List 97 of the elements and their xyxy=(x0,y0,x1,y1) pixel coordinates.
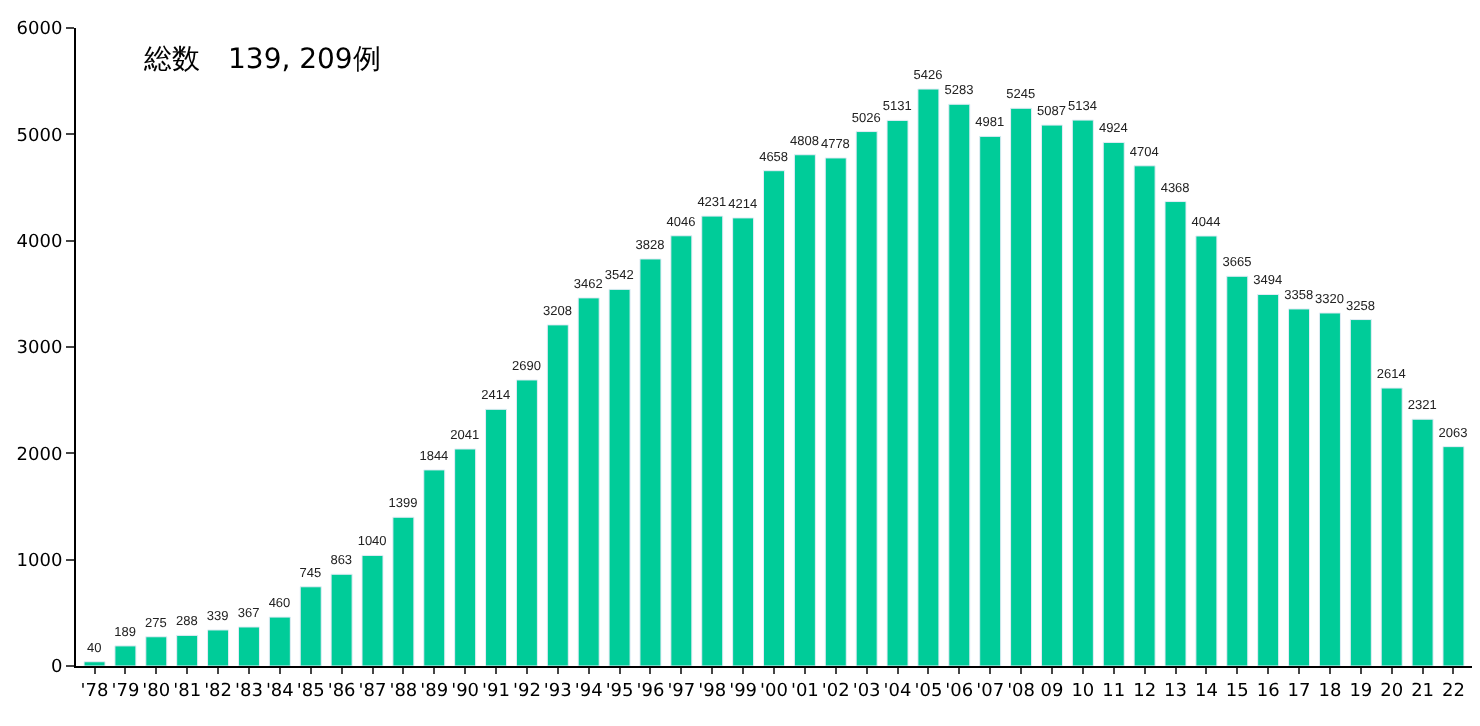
bar xyxy=(763,170,785,666)
x-tick-label: '88 xyxy=(389,681,418,702)
x-tick-label: '06 xyxy=(945,681,974,702)
bar xyxy=(1195,235,1218,666)
bar xyxy=(793,154,816,666)
x-tick-label: 18 xyxy=(1318,681,1342,702)
bar xyxy=(515,379,538,666)
bar xyxy=(361,554,384,666)
x-tick-label: '80 xyxy=(142,681,171,702)
bar xyxy=(330,573,353,666)
x-tick-label: '82 xyxy=(204,681,233,702)
x-tick-label: '99 xyxy=(729,681,758,702)
bar xyxy=(207,629,230,666)
bar xyxy=(1380,387,1403,666)
x-tick-label: 16 xyxy=(1256,681,1281,702)
y-tick-label: 0 xyxy=(50,658,63,679)
y-tick-label: 6000 xyxy=(16,20,63,41)
y-tick-label: 1000 xyxy=(16,551,63,572)
bar xyxy=(701,215,724,666)
x-tick-label: '92 xyxy=(512,681,541,702)
bar xyxy=(1071,119,1094,666)
bar xyxy=(1226,275,1249,666)
x-tick-label: 20 xyxy=(1380,681,1404,702)
x-tick-label: '83 xyxy=(235,681,263,702)
y-tick-label: 5000 xyxy=(16,126,63,147)
x-tick-label: '04 xyxy=(883,681,912,702)
bar xyxy=(1411,418,1434,666)
bar xyxy=(237,626,260,666)
x-tick-label: '89 xyxy=(420,681,449,702)
bar xyxy=(299,586,322,666)
bar xyxy=(979,135,1002,666)
x-tick-label: 09 xyxy=(1040,681,1064,702)
x-tick-label: 13 xyxy=(1164,681,1187,702)
bar xyxy=(608,288,631,666)
x-tick-label: '07 xyxy=(976,681,1005,702)
bar xyxy=(917,88,940,666)
x-tick-label: '05 xyxy=(914,681,943,702)
bar xyxy=(948,103,971,666)
x-tick-label: 21 xyxy=(1411,681,1435,702)
bar xyxy=(639,258,662,666)
bar xyxy=(1133,165,1156,666)
x-tick-label: '95 xyxy=(605,681,634,702)
x-tick-label: '08 xyxy=(1007,681,1036,702)
x-tick-label: 11 xyxy=(1102,681,1126,702)
bar xyxy=(732,217,755,666)
bar xyxy=(1040,124,1063,666)
bar xyxy=(392,516,415,666)
y-tick-label: 2000 xyxy=(16,445,63,466)
x-tick-label: '86 xyxy=(327,681,357,702)
bar xyxy=(1288,308,1311,666)
x-tick-label: 19 xyxy=(1349,681,1373,702)
bar xyxy=(1010,107,1033,666)
bar xyxy=(176,634,199,666)
bar xyxy=(855,131,878,666)
x-tick-label: '96 xyxy=(636,681,665,702)
annotation: 総数 139, 209例 xyxy=(142,44,381,76)
x-tick-label: '02 xyxy=(821,681,850,702)
bar xyxy=(1164,201,1187,666)
x-tick-label: '78 xyxy=(80,681,109,702)
bar xyxy=(268,616,291,666)
bar xyxy=(1442,446,1465,666)
x-tick-label: 10 xyxy=(1071,681,1095,702)
x-tick-label: '93 xyxy=(543,681,572,702)
bar xyxy=(423,469,446,666)
bar xyxy=(114,645,137,666)
x-tick-label: '03 xyxy=(852,681,881,702)
x-tick-label: 14 xyxy=(1194,681,1219,702)
x-tick-label: '91 xyxy=(482,681,510,702)
x-tick-label: '98 xyxy=(698,681,727,702)
bar xyxy=(670,235,693,666)
x-tick-label: '84 xyxy=(265,681,295,702)
x-tick-label: '01 xyxy=(790,681,819,702)
x-tick-label: '85 xyxy=(296,681,325,702)
x-tick-label: '00 xyxy=(760,681,789,702)
bar xyxy=(577,297,600,666)
x-tick-label: 15 xyxy=(1225,681,1249,702)
bar xyxy=(145,636,168,666)
x-tick-label: '81 xyxy=(173,681,202,702)
x-tick-label: '97 xyxy=(667,681,696,702)
x-tick-label: 22 xyxy=(1442,681,1465,702)
x-tick-label: '87 xyxy=(358,681,387,702)
bar xyxy=(454,448,477,666)
bar xyxy=(1349,319,1372,666)
bar xyxy=(1318,312,1341,666)
bar xyxy=(1102,141,1125,666)
bar xyxy=(886,119,909,666)
x-tick-label: 12 xyxy=(1133,681,1157,702)
bar xyxy=(546,324,569,666)
bar xyxy=(485,408,508,666)
x-tick-label: '90 xyxy=(451,681,480,702)
x-tick-label: '79 xyxy=(111,681,140,702)
bar xyxy=(1257,293,1280,666)
y-tick-label: 3000 xyxy=(16,339,63,360)
bar xyxy=(824,157,847,666)
y-tick-label: 4000 xyxy=(16,232,63,253)
x-tick-label: '94 xyxy=(574,681,604,702)
x-tick-label: 17 xyxy=(1287,681,1311,702)
